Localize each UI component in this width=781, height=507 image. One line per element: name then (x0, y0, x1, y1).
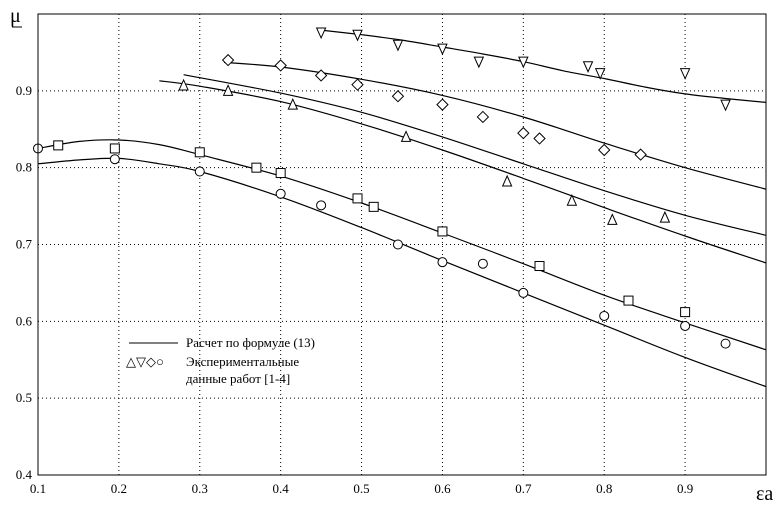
data-point-triangle (501, 174, 513, 187)
calculated-curve (37, 157, 767, 388)
tick-labels: 0.1 0.2 0.3 0.4 0.5 0.6 0.7 0.8 0.9 0.4 0.5 0.6 0.7 0… (16, 83, 693, 496)
data-point-inverted-triangle (594, 68, 606, 80)
data-point-square (251, 162, 262, 173)
data-point-circle (599, 310, 610, 321)
legend: Расчет по формуле (13) △▽◇○ Эксперимента… (126, 335, 315, 386)
data-point-inverted-triangle (473, 56, 485, 69)
data-point-diamond (634, 148, 647, 161)
data-point-diamond (517, 126, 530, 140)
calculated-curve (223, 61, 767, 190)
legend-marker-symbols: △▽◇○ (126, 354, 164, 369)
data-point-diamond (314, 69, 328, 82)
data-point-square (194, 147, 205, 158)
data-point-inverted-triangle (352, 29, 363, 42)
data-point-inverted-triangle (679, 68, 691, 80)
data-point-circle (194, 166, 205, 177)
data-point-diamond (598, 143, 611, 157)
data-point-circle (275, 188, 286, 199)
data-point-triangle (566, 193, 578, 206)
x-axis-label: εa (756, 483, 773, 505)
data-point-inverted-triangle (720, 99, 731, 112)
data-point-square (437, 226, 448, 237)
data-point-triangle (287, 97, 299, 110)
x-tick-label: 0.9 (677, 481, 693, 496)
y-tick-label: 0.8 (16, 160, 32, 175)
x-tick-label: 0.4 (273, 481, 290, 496)
data-point-triangle (607, 213, 618, 225)
data-point-square (623, 295, 634, 306)
data-point-diamond (351, 78, 364, 91)
data-point-diamond (274, 59, 287, 72)
x-tick-label: 0.7 (515, 481, 532, 496)
y-axis-label: μ (10, 5, 21, 27)
x-tick-label: 0.1 (30, 481, 46, 496)
data-point-square (352, 193, 363, 204)
y-tick-label: 0.9 (16, 83, 32, 98)
data-point-diamond (436, 98, 449, 111)
data-point-square (275, 168, 286, 179)
legend-line-label: Расчет по формуле (13) (186, 335, 315, 350)
data-point-circle (720, 338, 731, 349)
data-point-square (534, 261, 545, 272)
data-point-square (109, 143, 120, 154)
data-point-triangle (178, 78, 189, 91)
data-point-circle (680, 320, 691, 331)
y-axis-title: μ (10, 5, 22, 28)
calculated-curve (183, 74, 767, 236)
data-point-triangle (400, 130, 412, 142)
x-tick-label: 0.3 (192, 481, 208, 496)
data-point-triangle (659, 210, 671, 223)
data-point-square (680, 307, 691, 318)
y-tick-label: 0.4 (16, 467, 33, 482)
x-tick-label: 0.6 (434, 481, 451, 496)
x-tick-label: 0.2 (111, 481, 127, 496)
data-point-diamond (391, 90, 405, 103)
y-tick-label: 0.6 (16, 313, 33, 328)
data-point-inverted-triangle (518, 56, 529, 69)
data-point-circle (109, 154, 120, 165)
x-tick-label: 0.5 (353, 481, 369, 496)
data-point-circle (437, 257, 448, 268)
data-point-circle (316, 200, 327, 211)
legend-marker-label-2: данные работ [1-4] (186, 371, 290, 386)
y-tick-label: 0.5 (16, 390, 32, 405)
data-point-circle (477, 258, 488, 269)
x-tick-label: 0.8 (596, 481, 612, 496)
data-point-circle (518, 287, 529, 298)
calculated-curve (159, 80, 767, 264)
data-point-inverted-triangle (582, 61, 594, 73)
data-point-diamond (221, 53, 235, 67)
data-point-inverted-triangle (392, 39, 404, 52)
legend-marker-label-1: Экспериментальные (186, 354, 299, 369)
data-point-inverted-triangle (437, 43, 448, 56)
data-point-triangle (222, 84, 234, 96)
plot-frame (37, 13, 767, 476)
data-point-diamond (476, 110, 490, 124)
data-point-diamond (533, 132, 546, 145)
data-point-square (368, 201, 379, 212)
calculated-curves (37, 29, 767, 388)
data-point-circle (392, 239, 403, 250)
experimental-markers (33, 27, 731, 349)
data-point-inverted-triangle (315, 27, 327, 40)
y-tick-label: 0.7 (16, 237, 33, 252)
calculated-curve (321, 29, 767, 103)
data-point-square (53, 140, 64, 151)
